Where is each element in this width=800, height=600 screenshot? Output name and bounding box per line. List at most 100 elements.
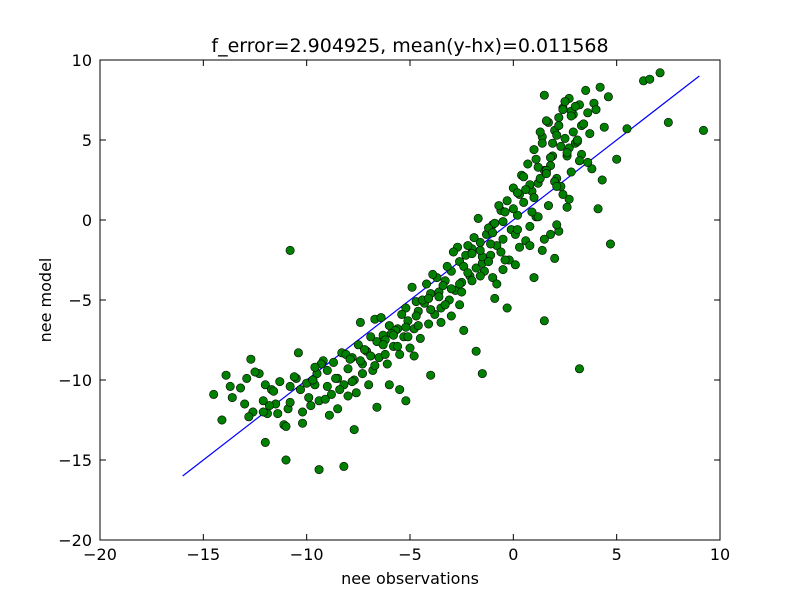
data-point bbox=[293, 348, 303, 358]
data-point bbox=[242, 373, 252, 383]
data-point bbox=[401, 396, 411, 406]
data-point bbox=[428, 269, 438, 279]
data-point bbox=[591, 105, 601, 115]
data-point bbox=[345, 354, 355, 364]
data-point bbox=[498, 217, 508, 227]
data-point bbox=[320, 394, 330, 404]
data-point bbox=[477, 369, 487, 379]
data-point bbox=[535, 127, 545, 137]
data-point bbox=[289, 372, 299, 382]
data-point bbox=[475, 271, 485, 281]
data-point bbox=[519, 172, 529, 182]
data-point bbox=[448, 247, 458, 257]
data-point bbox=[556, 141, 566, 151]
data-point bbox=[217, 415, 227, 425]
data-point bbox=[581, 85, 591, 95]
x-tick-label: −5 bbox=[398, 545, 422, 564]
data-point bbox=[366, 332, 376, 342]
data-point bbox=[366, 351, 376, 361]
x-tick-label: 5 bbox=[612, 545, 622, 564]
data-point bbox=[698, 125, 708, 135]
chart-title: f_error=2.904925, mean(y-hx)=0.011568 bbox=[211, 35, 608, 57]
data-point bbox=[322, 381, 332, 391]
data-point bbox=[393, 341, 403, 351]
data-point bbox=[595, 82, 605, 92]
data-point bbox=[438, 281, 448, 291]
data-point bbox=[645, 74, 655, 84]
data-point bbox=[508, 204, 518, 214]
data-point bbox=[353, 340, 363, 350]
data-point bbox=[486, 239, 496, 249]
y-tick-label: −5 bbox=[68, 291, 92, 310]
data-point bbox=[281, 455, 291, 465]
data-point bbox=[322, 365, 332, 375]
data-point bbox=[475, 245, 485, 255]
data-point bbox=[539, 316, 549, 326]
data-point bbox=[558, 189, 568, 199]
data-point bbox=[285, 397, 295, 407]
data-point bbox=[587, 164, 597, 174]
data-point bbox=[355, 317, 365, 327]
data-point bbox=[490, 293, 500, 303]
data-point bbox=[258, 396, 268, 406]
data-point bbox=[523, 159, 533, 169]
data-point bbox=[655, 68, 665, 78]
data-point bbox=[612, 154, 622, 164]
data-point bbox=[434, 292, 444, 302]
data-point bbox=[388, 330, 398, 340]
data-point bbox=[548, 138, 558, 148]
data-point bbox=[403, 332, 413, 342]
data-point bbox=[221, 370, 231, 380]
data-point bbox=[436, 317, 446, 327]
y-tick-label: −20 bbox=[58, 531, 92, 550]
data-point bbox=[519, 197, 529, 207]
data-point bbox=[401, 322, 411, 332]
data-point bbox=[537, 245, 547, 255]
data-point bbox=[285, 245, 295, 255]
data-point bbox=[546, 229, 556, 239]
data-point bbox=[236, 383, 246, 393]
data-point bbox=[351, 388, 361, 398]
data-point bbox=[539, 90, 549, 100]
data-point bbox=[572, 135, 582, 145]
data-point bbox=[560, 97, 570, 107]
data-point bbox=[560, 133, 570, 143]
data-point bbox=[622, 124, 632, 134]
data-point bbox=[349, 425, 359, 435]
data-point bbox=[246, 354, 256, 364]
data-point bbox=[537, 138, 547, 148]
data-point bbox=[295, 385, 305, 395]
y-tick-label: −15 bbox=[58, 451, 92, 470]
data-point bbox=[583, 157, 593, 167]
data-point bbox=[562, 202, 572, 212]
data-point bbox=[467, 249, 477, 259]
axis-ticks: −20 −15 −10 −5 0 5 10 −20 −15 −10 −5 0 5 10 bbox=[58, 51, 730, 564]
y-tick-label: −10 bbox=[58, 371, 92, 390]
data-point bbox=[372, 402, 382, 412]
y-tick-label: 5 bbox=[82, 131, 92, 150]
data-point bbox=[446, 311, 456, 321]
data-point bbox=[382, 359, 392, 369]
data-point bbox=[579, 119, 589, 129]
data-point bbox=[333, 404, 343, 414]
data-point bbox=[498, 234, 508, 244]
data-point bbox=[405, 343, 415, 353]
data-point bbox=[525, 241, 535, 251]
data-point bbox=[605, 239, 615, 249]
data-point bbox=[264, 401, 274, 411]
data-point bbox=[331, 373, 341, 383]
data-point bbox=[380, 349, 390, 359]
data-point bbox=[343, 364, 353, 374]
data-point bbox=[512, 210, 522, 220]
data-point bbox=[240, 399, 250, 409]
data-point bbox=[422, 279, 432, 289]
data-point bbox=[539, 234, 549, 244]
data-point bbox=[473, 213, 483, 223]
data-point bbox=[599, 122, 609, 132]
data-point bbox=[364, 380, 374, 390]
data-point bbox=[407, 282, 417, 292]
data-point bbox=[360, 345, 370, 355]
data-point bbox=[440, 300, 450, 310]
data-point bbox=[558, 105, 568, 115]
